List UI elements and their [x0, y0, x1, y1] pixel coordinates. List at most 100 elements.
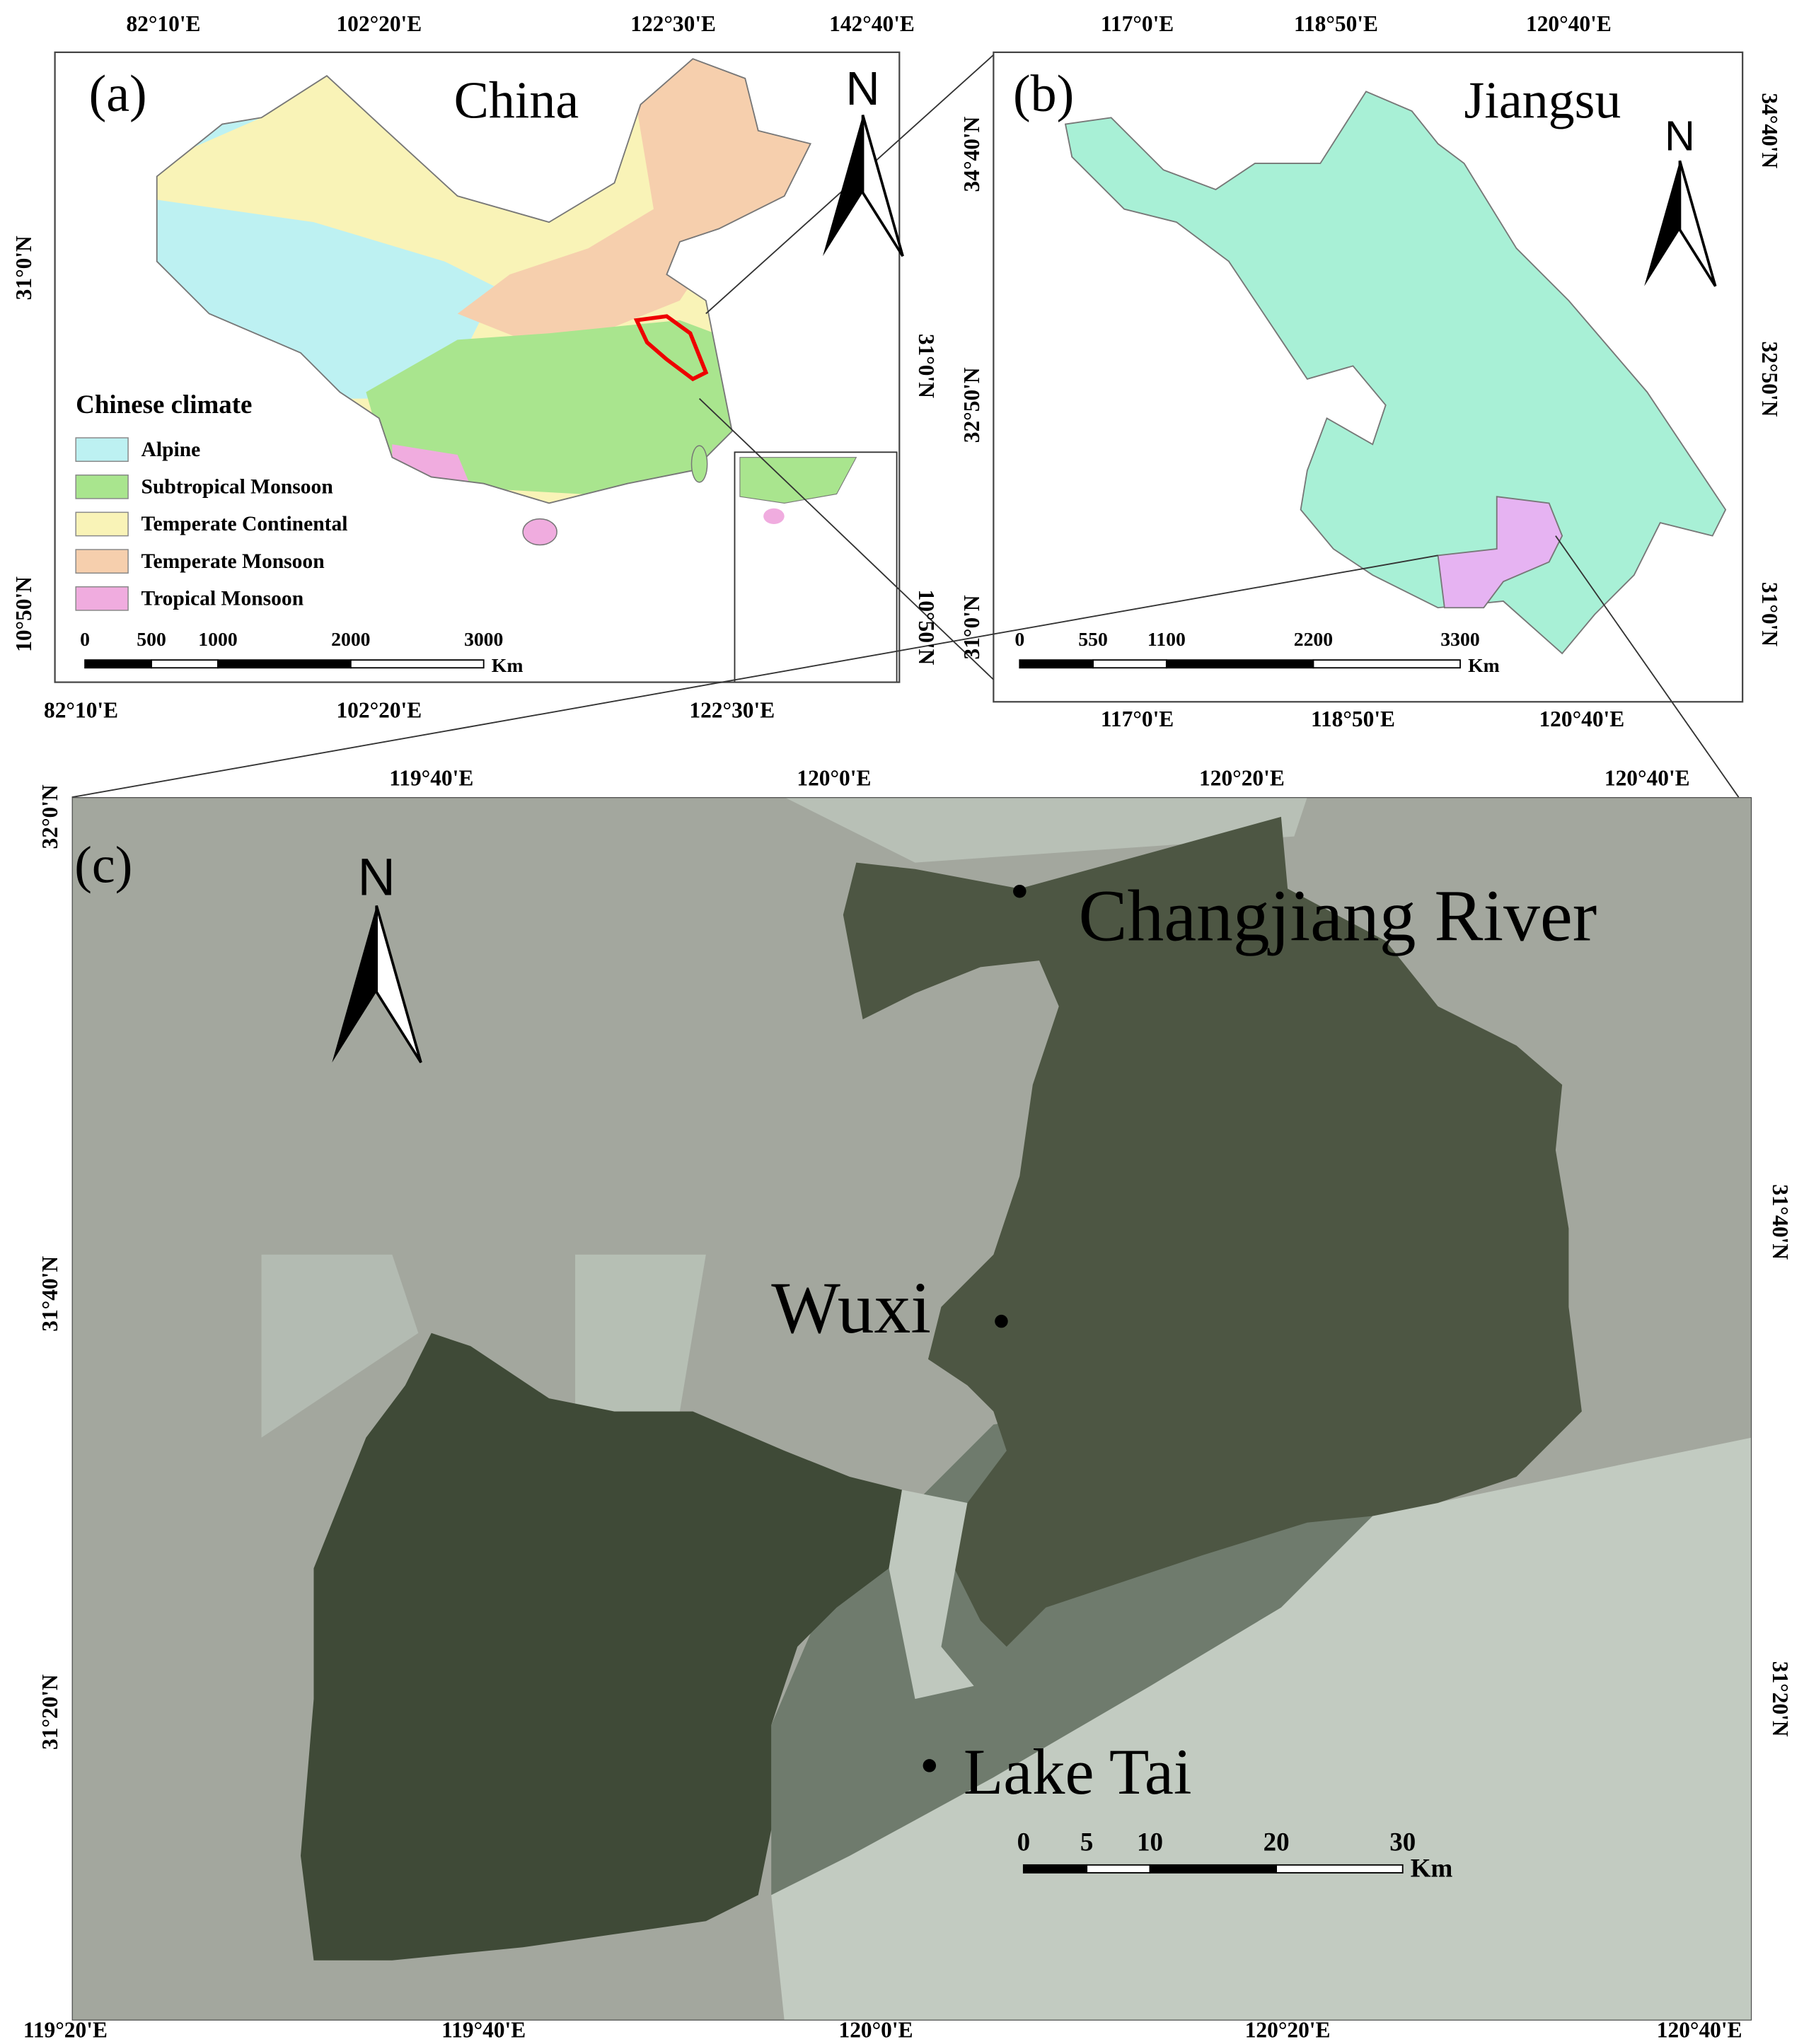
left-tick-label: 32°0'N	[37, 784, 62, 849]
scale-label: 1100	[1147, 628, 1186, 650]
place-name: Changjiang River	[1078, 876, 1597, 957]
left-tick-label: 32°50'N	[959, 367, 984, 443]
bottom-tick-label: 120°20'E	[1245, 2018, 1331, 2043]
scale-label: 30	[1389, 1828, 1416, 1857]
top-tick-label: 142°40'E	[829, 11, 915, 36]
left-tick-label: 10°50'N	[11, 576, 36, 652]
north-arrow-left	[332, 905, 377, 1063]
panel-label: (c)	[74, 835, 132, 893]
right-tick-label: 31°40'N	[1768, 1184, 1793, 1260]
scale-segment	[151, 659, 219, 669]
legend-label: Alpine	[141, 439, 201, 461]
scale-segment	[1165, 659, 1314, 669]
top-tick-label: 122°30'E	[630, 11, 716, 36]
jiangsu-map	[993, 51, 1744, 703]
place-name: Wuxi	[771, 1268, 931, 1349]
top-tick-label: 119°40'E	[389, 765, 473, 790]
place-dot	[995, 1314, 1008, 1328]
legend-label: Temperate Continental	[141, 513, 348, 535]
top-tick-label: 120°20'E	[1199, 765, 1285, 790]
scale-label: 3300	[1440, 628, 1479, 650]
right-tick-label: 31°0'N	[914, 334, 939, 398]
legend-label: Subtropical Monsoon	[141, 476, 333, 499]
legend-label: Tropical Monsoon	[141, 588, 304, 610]
china-map	[54, 51, 901, 683]
top-tick-label: 82°10'E	[126, 11, 200, 36]
legend-swatch	[75, 549, 129, 574]
bottom-tick-label: 102°20'E	[336, 697, 422, 722]
bottom-tick-label: 82°10'E	[44, 697, 118, 722]
panel-label: (a)	[89, 64, 147, 122]
scale-label: 0	[1014, 628, 1024, 650]
scale-segment	[1312, 659, 1461, 669]
scale-segment	[1022, 1864, 1088, 1874]
scale-unit: Km	[1411, 1853, 1453, 1882]
bottom-tick-label: 122°30'E	[689, 697, 775, 722]
scale-segment	[349, 659, 485, 669]
scale-label: 0	[1017, 1828, 1030, 1857]
right-tick-label: 31°20'N	[1768, 1661, 1793, 1737]
bottom-tick-label: 118°50'E	[1311, 707, 1395, 731]
scale-label: 5	[1080, 1828, 1093, 1857]
top-tick-label: 120°40'E	[1604, 765, 1690, 790]
left-tick-label: 34°40'N	[959, 116, 984, 192]
left-tick-label: 31°0'N	[11, 236, 36, 300]
scale-label: 1000	[198, 628, 237, 650]
left-tick-label: 31°20'N	[37, 1674, 62, 1750]
scale-label: 0	[80, 628, 90, 650]
left-tick-label: 31°40'N	[37, 1256, 62, 1332]
panel-label: (b)	[1013, 64, 1074, 122]
legend-swatch	[75, 586, 129, 611]
north-arrow-left	[1644, 161, 1680, 286]
bottom-tick-label: 120°40'E	[1657, 2018, 1742, 2043]
scale-segment	[1276, 1864, 1404, 1874]
place-dot	[1013, 884, 1027, 898]
right-tick-label: 31°0'N	[1757, 582, 1782, 646]
scale-unit: Km	[492, 654, 524, 676]
right-tick-label: 32°50'N	[1757, 341, 1782, 417]
right-tick-label: 10°50'N	[914, 590, 939, 666]
north-label: N	[846, 63, 880, 115]
scale-segment	[1149, 1864, 1278, 1874]
north-arrow-right	[375, 905, 422, 1064]
scale-segment	[217, 659, 352, 669]
scale-label: 2000	[331, 628, 370, 650]
north-arrow-right	[861, 115, 904, 257]
north-arrow-right	[1678, 160, 1717, 287]
bottom-tick-label: 119°20'E	[23, 2018, 108, 2043]
legend-label: Temperate Monsoon	[141, 550, 325, 573]
wuxi-satellite	[71, 797, 1752, 2021]
legend-title: Chinese climate	[76, 390, 252, 419]
panel-title: China	[454, 71, 579, 129]
bottom-tick-label: 119°40'E	[441, 2018, 526, 2043]
scale-label: 20	[1264, 1828, 1290, 1857]
north-label: N	[357, 848, 395, 907]
left-tick-label: 31°0'N	[959, 595, 984, 659]
legend-swatch	[75, 474, 129, 499]
north-arrow-left	[823, 115, 863, 257]
north-label: N	[1665, 112, 1695, 159]
bottom-tick-label: 117°0'E	[1101, 707, 1174, 731]
top-tick-label: 120°0'E	[797, 765, 871, 790]
top-tick-label: 102°20'E	[336, 11, 422, 36]
top-tick-label: 118°50'E	[1294, 11, 1378, 36]
bottom-tick-label: 120°40'E	[1539, 707, 1624, 731]
place-name: Lake Tai	[964, 1736, 1192, 1808]
place-dot	[923, 1759, 937, 1772]
scale-label: 500	[137, 628, 166, 650]
scale-segment	[1019, 659, 1094, 669]
scale-segment	[1086, 1864, 1151, 1874]
top-tick-label: 117°0'E	[1101, 11, 1174, 36]
scale-unit: Km	[1468, 654, 1500, 676]
scale-segment	[1092, 659, 1167, 669]
scale-label: 3000	[464, 628, 503, 650]
scale-label: 2200	[1294, 628, 1333, 650]
scale-label: 10	[1137, 1828, 1163, 1857]
legend-swatch	[75, 511, 129, 537]
right-tick-label: 34°40'N	[1757, 93, 1782, 168]
bottom-tick-label: 120°0'E	[839, 2018, 913, 2043]
scale-segment	[84, 659, 152, 669]
top-tick-label: 120°40'E	[1526, 11, 1612, 36]
legend-swatch	[75, 437, 129, 463]
